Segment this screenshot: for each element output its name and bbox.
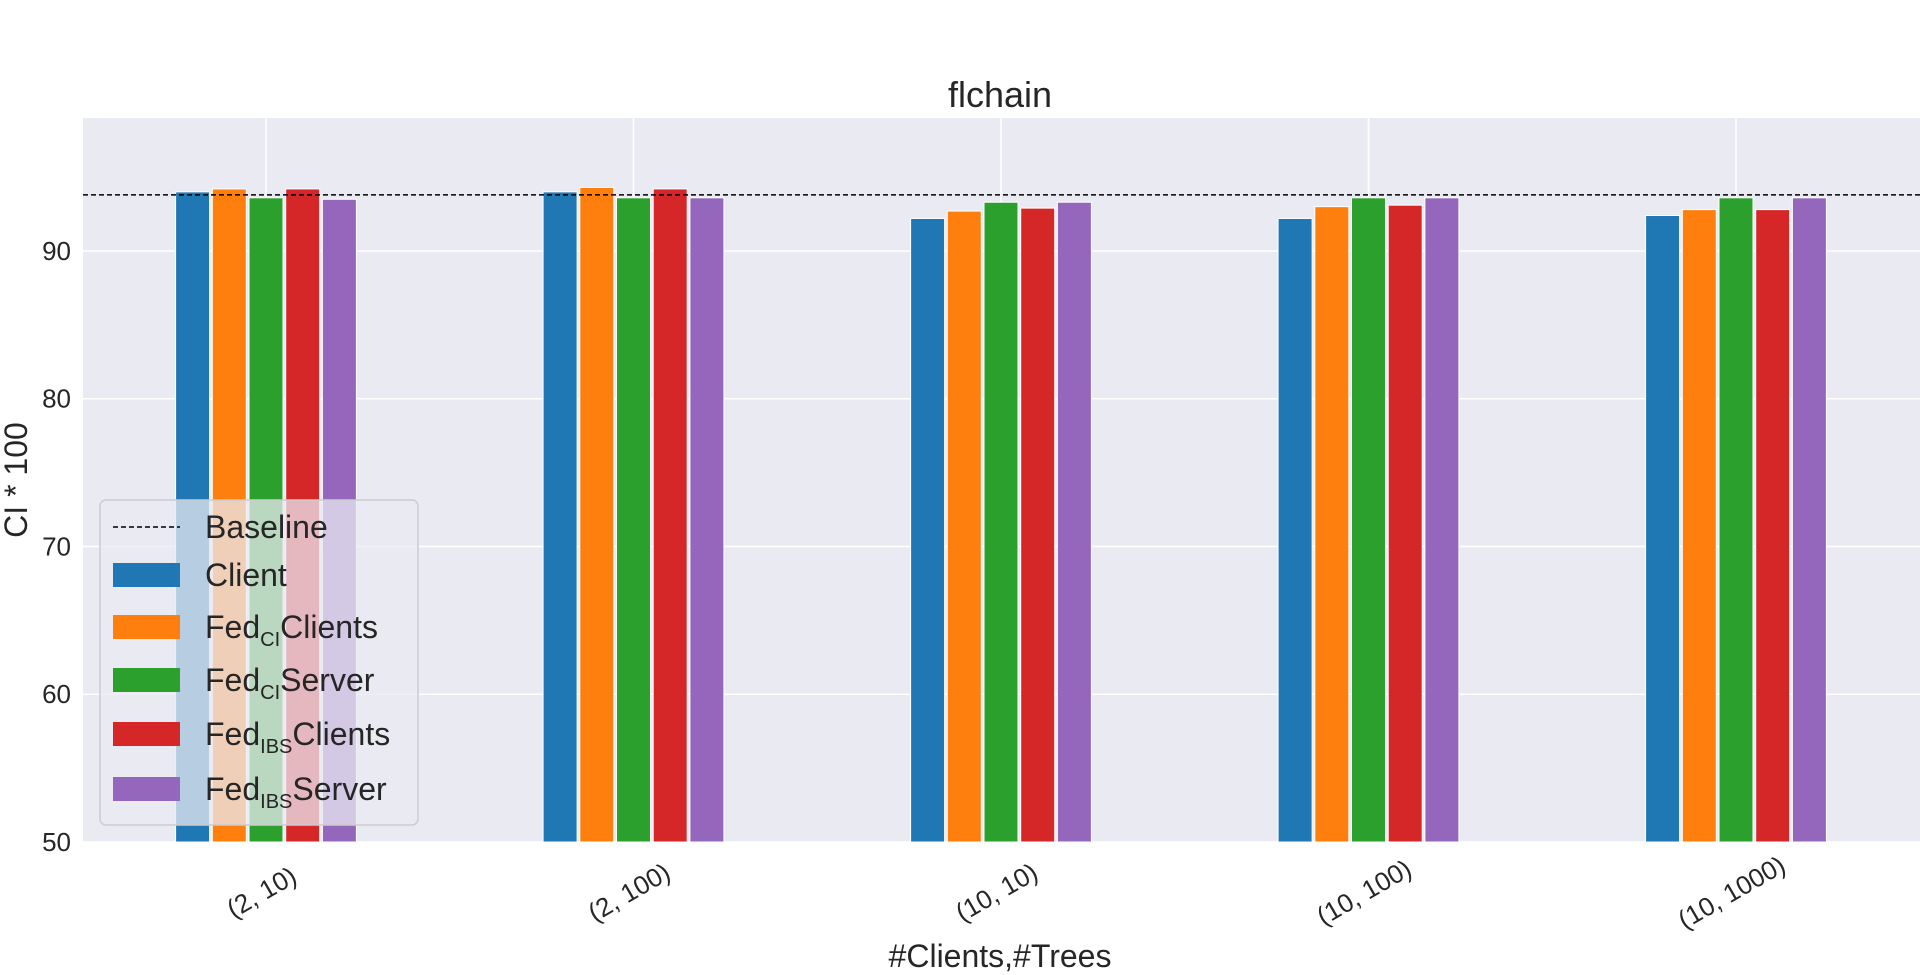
- y-tick-labels: 50 60 70 80 90: [42, 236, 71, 857]
- bar-fedibsclients-2: [1020, 207, 1056, 843]
- legend-label-client: Client: [205, 557, 287, 593]
- legend-swatch-fedibsserver: [113, 777, 180, 801]
- x-tick-label: (2, 10): [221, 860, 301, 924]
- x-tick-label: (10, 100): [1311, 853, 1416, 931]
- bar-fedciserver-3: [1351, 197, 1386, 843]
- bar-client-4: [1645, 215, 1681, 843]
- bar-fedibsclients-4: [1755, 209, 1791, 843]
- chart-title: flchain: [948, 74, 1052, 115]
- bar-fedciserver-4: [1718, 197, 1754, 843]
- legend-label-fedciclients: FedCIClients: [205, 609, 378, 651]
- y-tick-label: 90: [42, 236, 71, 266]
- bar-fedibsserver-4: [1791, 197, 1827, 843]
- bar-fedciclients-1: [579, 186, 615, 843]
- legend-label-fedibsserver: FedIBSServer: [205, 771, 387, 813]
- bar-fedciserver-2: [983, 201, 1019, 843]
- bar-fedciclients-2: [946, 210, 982, 843]
- bar-client-1: [542, 191, 578, 843]
- bar-fedibsserver-1: [689, 197, 725, 843]
- x-axis-label: #Clients,#Trees: [889, 938, 1112, 974]
- bar-client-3: [1277, 217, 1313, 843]
- bar-fedibsserver-3: [1424, 197, 1460, 843]
- legend-swatch-fedciserver: [113, 668, 180, 692]
- bar-client-2: [910, 217, 946, 843]
- bar-fedibsserver-2: [1056, 201, 1092, 843]
- bar-fedciserver-1: [616, 197, 651, 843]
- bar-fedciclients-3: [1314, 206, 1350, 843]
- legend-label-baseline: Baseline: [205, 509, 328, 545]
- x-tick-labels: (2, 10) (2, 100) (10, 10) (10, 100) (10, 100…: [221, 850, 1790, 935]
- bar-fedibsclients-1: [652, 188, 688, 843]
- bar-fedibsclients-3: [1387, 204, 1423, 843]
- legend-label-fedciserver: FedCIServer: [205, 662, 375, 704]
- legend-swatch-fedibsclients: [113, 722, 180, 746]
- x-tick-label: (10, 1000): [1673, 850, 1791, 935]
- legend-swatch-fedciclients: [113, 615, 180, 639]
- bar-fedciclients-4: [1681, 209, 1717, 843]
- legend: Baseline Client FedCIClients FedCIServer Fed…: [99, 499, 419, 826]
- legend-swatch-client: [113, 563, 180, 587]
- y-tick-label: 50: [42, 827, 71, 857]
- y-tick-label: 70: [42, 531, 71, 561]
- y-tick-label: 80: [42, 384, 71, 414]
- x-tick-label: (2, 100): [583, 857, 676, 928]
- y-tick-label: 60: [42, 679, 71, 709]
- x-tick-label: (10, 10): [950, 857, 1043, 928]
- y-axis-label: CI * 100: [0, 422, 34, 538]
- legend-label-fedibsclients: FedIBSClients: [205, 716, 390, 758]
